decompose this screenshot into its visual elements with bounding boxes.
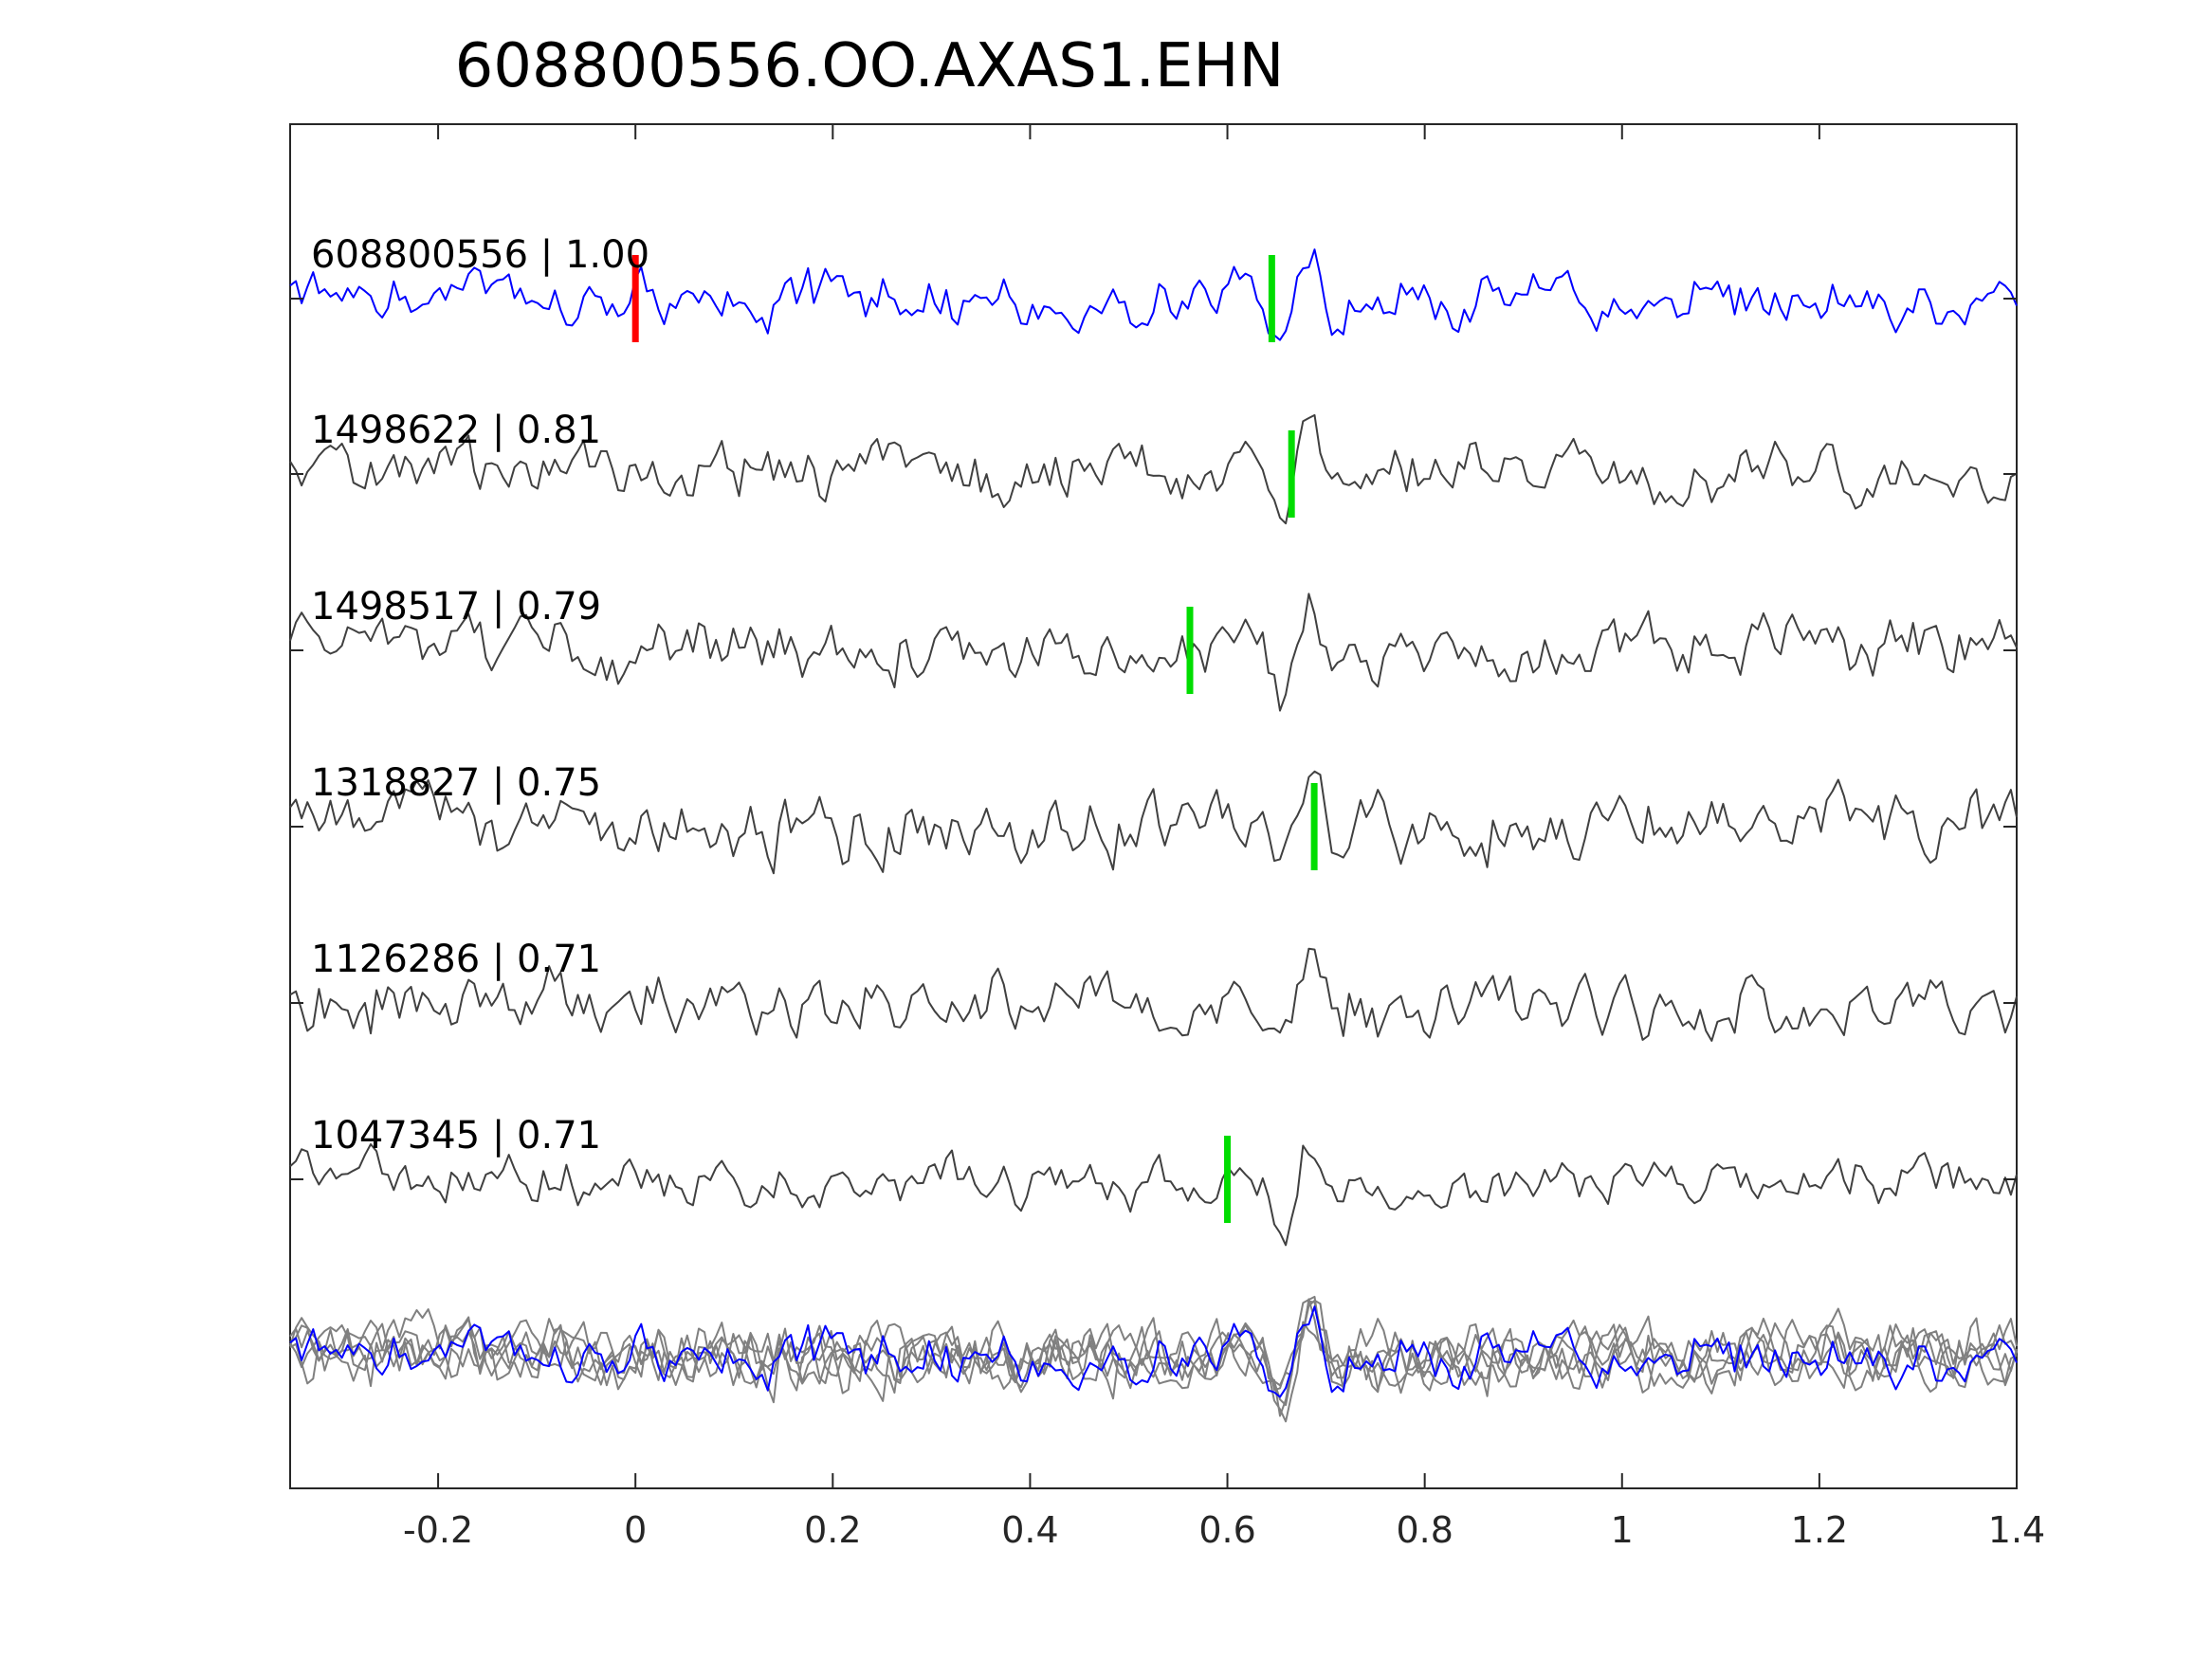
trace-label-4: 1126286 | 0.71 (311, 938, 601, 981)
x-tick-label-8: 1.4 (1988, 1509, 2045, 1551)
trace-label-5: 1047345 | 0.71 (311, 1114, 601, 1158)
overlay-trace-3 (289, 1299, 2018, 1404)
trace-line-0 (289, 248, 2018, 341)
trace-line-2 (289, 592, 2018, 712)
x-tick-label-0: -0.2 (403, 1509, 473, 1551)
ticks-layer: -0.2 0 0.2 0.4 0.6 0.8 1 1.2 1.4 (290, 124, 2045, 1551)
trace-label-3: 1318827 | 0.75 (311, 761, 601, 805)
x-tick-label-1: 0 (624, 1509, 647, 1551)
x-tick-label-4: 0.6 (1198, 1509, 1255, 1551)
labels-layer: 608800556 | 1.00 1498622 | 0.81 1498517 | … (311, 233, 649, 1158)
trace-line-3 (289, 770, 2018, 875)
overlay-layer (289, 1295, 2018, 1423)
traces-layer (289, 248, 2018, 1247)
chart-title: 608800556.OO.AXAS1.EHN (455, 31, 1285, 101)
x-tick-label-2: 0.2 (804, 1509, 861, 1551)
picks-layer (631, 255, 1318, 1223)
x-tick-label-6: 1 (1611, 1509, 1634, 1551)
x-tick-label-3: 0.4 (1001, 1509, 1058, 1551)
trace-line-4 (289, 947, 2018, 1042)
trace-label-2: 1498517 | 0.79 (311, 585, 601, 629)
x-tick-label-5: 0.8 (1396, 1509, 1453, 1551)
overlay-trace-2 (289, 1298, 2018, 1417)
trace-label-1: 1498622 | 0.81 (311, 409, 601, 452)
x-tick-label-7: 1.2 (1791, 1509, 1848, 1551)
trace-line-5 (289, 1143, 2018, 1247)
trace-label-0: 608800556 | 1.00 (311, 233, 649, 277)
overlay-trace-1 (289, 1295, 2018, 1407)
trace-line-1 (289, 413, 2018, 525)
overlay-trace-main (289, 1305, 2018, 1398)
